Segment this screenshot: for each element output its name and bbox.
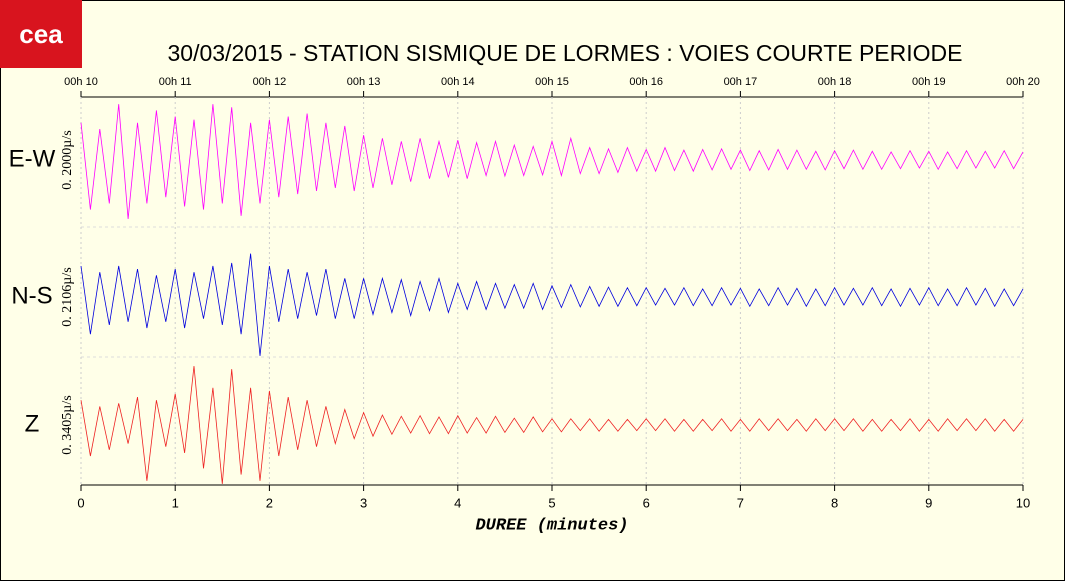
x-tick-label: 8 [831, 495, 838, 510]
x2-tick-label: 00h 10 [64, 76, 98, 88]
x2-tick-label: 00h 16 [629, 76, 663, 88]
x-tick-label: 9 [925, 495, 932, 510]
x2-tick-label: 00h 14 [441, 76, 475, 88]
trace-name: N-S [11, 282, 52, 309]
trace [80, 366, 1024, 484]
trace [80, 253, 1024, 356]
x2-tick-label: 00h 20 [1006, 76, 1040, 88]
trace-scale: 0. 2106µ/s [60, 267, 75, 326]
x-tick-label: 7 [737, 495, 744, 510]
trace-scale: 0. 3405µ/s [60, 395, 75, 454]
x2-tick-label: 00h 13 [347, 76, 381, 88]
trace-name: E-W [9, 145, 56, 172]
x-axis-label: DUREE (minutes) [475, 516, 628, 535]
x-tick-label: 0 [77, 495, 84, 510]
logo: cea [19, 19, 63, 49]
trace-name: Z [25, 410, 40, 437]
chart-title: 30/03/2015 - STATION SISMIQUE DE LORMES … [168, 40, 963, 66]
x-tick-label: 2 [266, 495, 273, 510]
x2-tick-label: 00h 15 [535, 76, 569, 88]
logo-box [0, 0, 82, 68]
x2-tick-label: 00h 18 [818, 76, 852, 88]
x2-tick-label: 00h 11 [159, 76, 192, 88]
x-tick-label: 4 [454, 495, 461, 510]
trace [80, 104, 1024, 219]
x-tick-label: 6 [643, 495, 650, 510]
x-tick-label: 5 [548, 495, 555, 510]
x2-tick-label: 00h 17 [724, 76, 758, 88]
x-tick-label: 1 [172, 495, 179, 510]
x2-tick-label: 00h 12 [253, 76, 287, 88]
trace-scale: 0. 2000µ/s [60, 130, 75, 189]
x-tick-label: 10 [1016, 495, 1030, 510]
x-tick-label: 3 [360, 495, 367, 510]
x2-tick-label: 00h 19 [912, 76, 946, 88]
